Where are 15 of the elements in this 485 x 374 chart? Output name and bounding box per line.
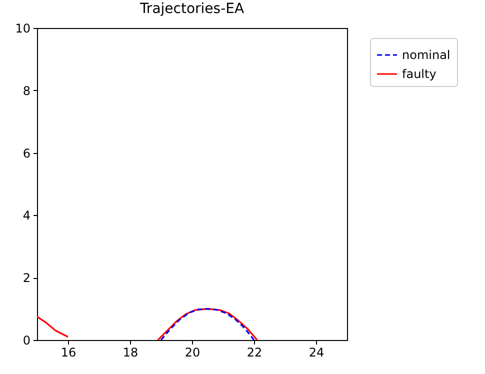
- y-tick-label: 10: [15, 22, 30, 36]
- y-tick-label: 8: [22, 84, 30, 98]
- x-tick-label: 20: [184, 346, 200, 360]
- line-series: [160, 308, 255, 340]
- y-tick-label: 6: [22, 146, 30, 160]
- x-tick-label: 22: [246, 346, 262, 360]
- x-tick-label: 18: [122, 346, 138, 360]
- x-tick-label: 16: [60, 346, 76, 360]
- chart-title: Trajectories-EA: [138, 1, 244, 17]
- x-tick-label: 24: [308, 346, 324, 360]
- y-tick-label: 2: [22, 271, 30, 286]
- y-tick-label: 0: [22, 334, 30, 348]
- legend-label: faulty: [402, 67, 436, 81]
- legend-label: nominal: [402, 48, 450, 62]
- y-tick-label: 4: [22, 208, 30, 223]
